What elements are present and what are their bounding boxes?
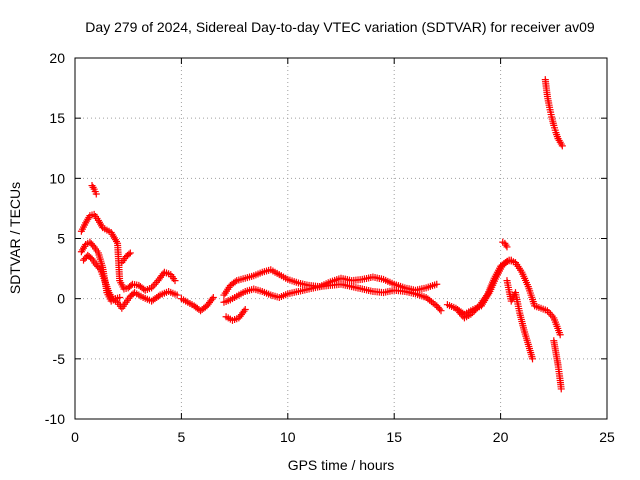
data-point [503, 243, 511, 251]
data-point [92, 190, 100, 198]
series-track-n [550, 337, 565, 393]
data-point [89, 241, 97, 249]
data-point [557, 385, 565, 393]
data-point [437, 307, 445, 315]
series-track-k [454, 256, 515, 322]
data-marks [77, 76, 566, 393]
data-point [231, 278, 239, 286]
series-track-l [503, 277, 537, 363]
data-point [95, 264, 103, 272]
grid [75, 58, 607, 419]
data-point [241, 305, 249, 313]
data-point [436, 305, 444, 313]
y-tick-label: 0 [57, 291, 65, 307]
data-point [171, 277, 179, 285]
data-point [240, 307, 248, 315]
data-point [126, 249, 134, 257]
data-point [173, 291, 181, 299]
series-track-d [88, 182, 100, 198]
data-point [208, 295, 216, 303]
x-tick-label: 10 [280, 429, 296, 445]
series-track-j [443, 256, 564, 339]
series-track-g [220, 266, 441, 299]
data-point [501, 259, 509, 267]
series-track-m [499, 238, 511, 251]
y-tick-label: 15 [49, 110, 65, 126]
data-point [469, 309, 477, 317]
y-tick-label: -10 [45, 411, 65, 427]
data-point [558, 142, 566, 150]
data-point [125, 250, 133, 258]
series-track-o [541, 76, 566, 150]
y-tick-label: 5 [57, 231, 65, 247]
axis-ticks: 0 5 10 15 20 25 -10 -5 0 5 10 15 20 [45, 50, 615, 445]
data-point [154, 292, 162, 300]
data-point [116, 293, 124, 301]
data-point [433, 280, 441, 288]
data-point [529, 355, 537, 363]
x-tick-label: 0 [71, 429, 79, 445]
data-point [483, 292, 491, 300]
x-tick-label: 25 [599, 429, 615, 445]
chart-title: Day 279 of 2024, Sidereal Day-to-day VTE… [85, 19, 595, 35]
data-point [472, 305, 480, 313]
y-tick-label: -5 [53, 351, 66, 367]
data-point [467, 310, 475, 318]
data-point [556, 331, 564, 339]
data-point [209, 293, 217, 301]
series-track-c [80, 251, 181, 312]
x-tick-label: 5 [178, 429, 186, 445]
y-tick-label: 20 [49, 50, 65, 66]
data-point [507, 256, 515, 264]
series-track-e [118, 249, 134, 267]
series-track-f [177, 293, 217, 315]
data-point [151, 280, 159, 288]
series-track-a [77, 210, 179, 294]
x-tick-label: 15 [386, 429, 402, 445]
y-tick-label: 10 [49, 170, 65, 186]
data-point [547, 310, 555, 318]
series-track-i [222, 305, 249, 324]
y-axis-label: SDTVAR / TECUs [7, 182, 23, 294]
data-point [470, 307, 478, 315]
x-tick-label: 20 [493, 429, 509, 445]
x-axis-label: GPS time / hours [288, 457, 395, 473]
series-track-h [220, 280, 445, 315]
